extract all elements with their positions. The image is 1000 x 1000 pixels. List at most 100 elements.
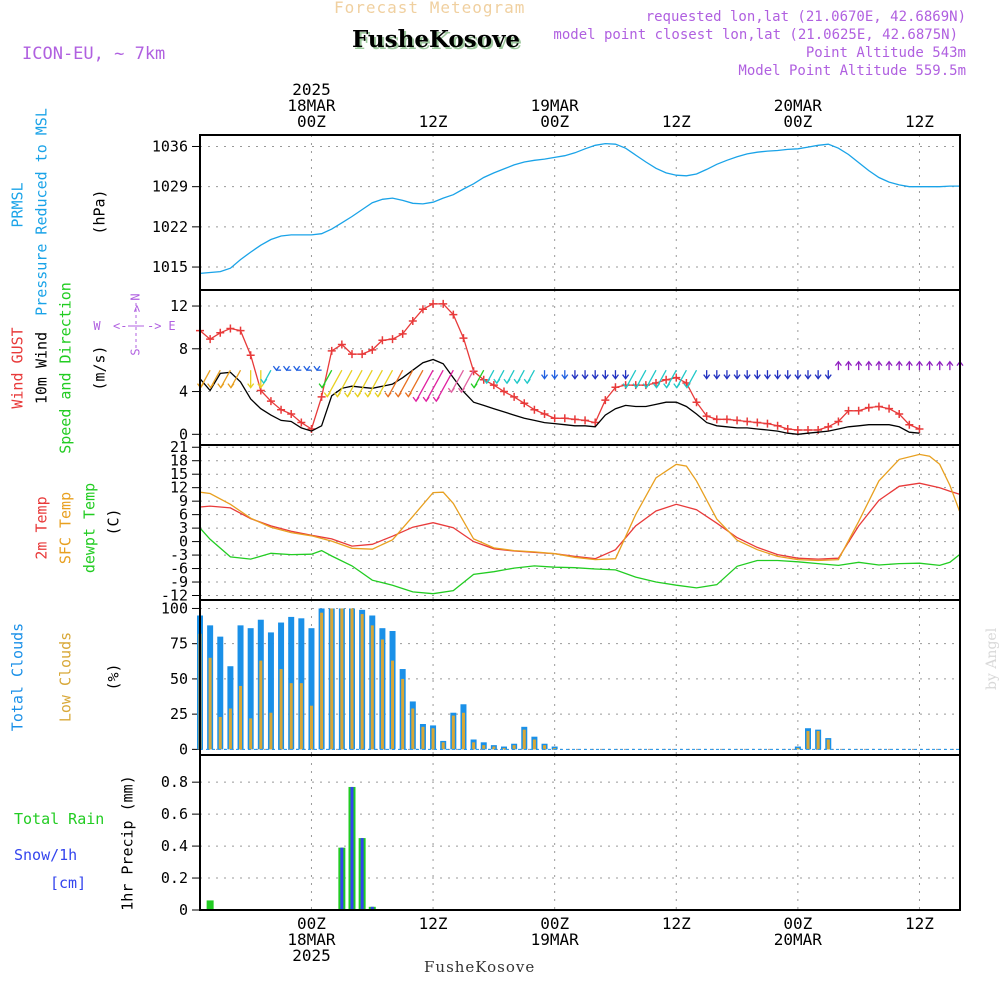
gust-marker: [327, 346, 336, 355]
label-speed-direction: Speed and Direction: [57, 282, 75, 454]
label-prmsl: PRMSL: [9, 182, 27, 227]
wind-arrow-head: [905, 360, 913, 367]
wind-arrow-head: [581, 374, 589, 380]
top-time-label: 18MAR: [287, 96, 336, 115]
gust-marker: [368, 345, 377, 354]
low-cloud-bar: [279, 669, 283, 750]
gust-marker: [500, 387, 508, 396]
wind-arrow-head: [457, 387, 466, 394]
wind-arrow-head: [354, 392, 362, 398]
wind-arrow-head: [247, 383, 255, 389]
wind-arrow-head: [260, 378, 268, 385]
wind-arrow-head: [432, 396, 440, 403]
gust-marker: [834, 417, 843, 426]
low-cloud-bar: [826, 739, 830, 750]
top-time-label: 20MAR: [774, 96, 823, 115]
ytick-label-temp: 18: [170, 452, 188, 470]
top-time-label: 2025: [292, 80, 331, 99]
wind-arrow-head: [713, 374, 721, 380]
low-cloud-bar: [340, 608, 344, 750]
wind-arrow: [425, 369, 444, 402]
wind-arrow-head: [551, 374, 559, 380]
gust-marker: [266, 397, 275, 406]
gust-marker: [439, 299, 448, 308]
gust-marker: [560, 414, 569, 423]
gust-marker: [854, 406, 863, 415]
low-cloud-bar: [360, 614, 364, 750]
low-cloud-bar: [421, 726, 425, 750]
rain-bar: [206, 900, 214, 910]
gust-marker: [763, 419, 772, 428]
wind-arrow-head: [703, 374, 711, 380]
wind-arrow-head: [895, 360, 903, 367]
low-cloud-bar: [228, 708, 232, 750]
top-time-label: 00Z: [297, 112, 326, 131]
wind-arrow-head: [227, 383, 235, 389]
bottom-time-label: 00Z: [783, 914, 812, 933]
ytick-label-pressure: 1036: [152, 137, 188, 155]
gust-marker: [581, 416, 590, 425]
wind-arrow-head: [447, 387, 455, 394]
wind-arrow-head: [845, 360, 853, 367]
chart-title: FusheKosove: [352, 26, 521, 53]
ytick-label-precip: 0.6: [161, 805, 188, 823]
wind-arrow-head: [513, 378, 521, 385]
series-prmsl: [199, 142, 960, 275]
gust-marker: [743, 417, 752, 426]
ytick-label-clouds: 50: [170, 670, 188, 688]
bottom-time-label: 12Z: [419, 914, 448, 933]
wind-arrow-head: [865, 360, 873, 367]
wind-arrow-head: [683, 383, 691, 389]
wind-arrow-head: [384, 392, 392, 398]
label-hpa: (hPa): [91, 189, 109, 234]
gust-marker: [540, 410, 549, 418]
wind-arrow: [326, 369, 343, 397]
low-cloud-bar: [239, 685, 243, 750]
wind-arrow-head: [561, 374, 569, 380]
compass-left-arrow: <-: [113, 319, 127, 333]
wind-arrow-head: [503, 378, 511, 385]
top-time-label: 00Z: [540, 112, 569, 131]
wind-arrow-head: [753, 374, 761, 380]
top-time-label: 12Z: [419, 112, 448, 131]
wind-arrow-head: [364, 392, 372, 398]
ytick-label-pressure: 1015: [152, 258, 188, 276]
bottom-time-label: 18MAR: [287, 930, 336, 949]
bottom-time-label: 00Z: [297, 914, 326, 933]
wind-arrow-head: [723, 374, 731, 380]
low-cloud-bar: [451, 715, 455, 750]
point-altitude: Point Altitude 543m: [805, 45, 966, 61]
wind-arrow-head: [323, 392, 331, 398]
gust-marker: [388, 335, 397, 344]
ytick-label-pressure: 1022: [152, 218, 188, 236]
wind-arrow: [387, 369, 404, 397]
low-cloud-bar: [380, 639, 384, 750]
bottom-time-label: 12Z: [662, 914, 691, 933]
ytick-label-wind: 0: [179, 425, 188, 443]
compass-w: W: [93, 319, 101, 333]
gust-marker: [348, 350, 356, 359]
wind-arrow-head: [794, 374, 802, 380]
wind-arrow-head: [493, 378, 501, 385]
ytick-label-clouds: 75: [170, 635, 188, 653]
wind-arrow-head: [673, 383, 681, 389]
gust-marker: [601, 396, 610, 405]
legend-snow: Snow/1h: [14, 846, 77, 864]
wind-arrow: [407, 369, 424, 397]
top-time-label: 00Z: [783, 112, 812, 131]
wind-arrow-head: [824, 374, 832, 380]
low-cloud-bar: [259, 660, 263, 750]
gust-marker: [449, 310, 458, 319]
wind-arrow-head: [217, 383, 225, 389]
wind-arrow-head: [733, 374, 741, 380]
wind-arrow: [377, 369, 394, 397]
wind-arrow-head: [412, 396, 420, 403]
gust-marker: [793, 426, 802, 435]
gust-marker: [895, 410, 904, 418]
gust-marker: [297, 418, 306, 427]
gust-marker: [236, 326, 245, 335]
wind-arrow-head: [926, 360, 934, 367]
ytick-label-pressure: 1029: [152, 178, 188, 196]
gust-marker: [489, 381, 498, 390]
